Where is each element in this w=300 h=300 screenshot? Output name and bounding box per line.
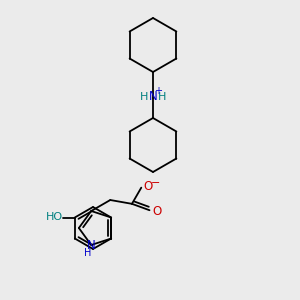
Text: HO: HO (46, 212, 63, 223)
Text: N: N (87, 239, 96, 253)
Text: H: H (83, 248, 91, 258)
Text: O: O (144, 180, 153, 193)
Text: −: − (151, 178, 160, 188)
Text: +: + (154, 86, 162, 96)
Text: H: H (158, 92, 166, 102)
Text: H: H (140, 92, 148, 102)
Text: N: N (148, 91, 158, 103)
Text: O: O (152, 205, 161, 218)
